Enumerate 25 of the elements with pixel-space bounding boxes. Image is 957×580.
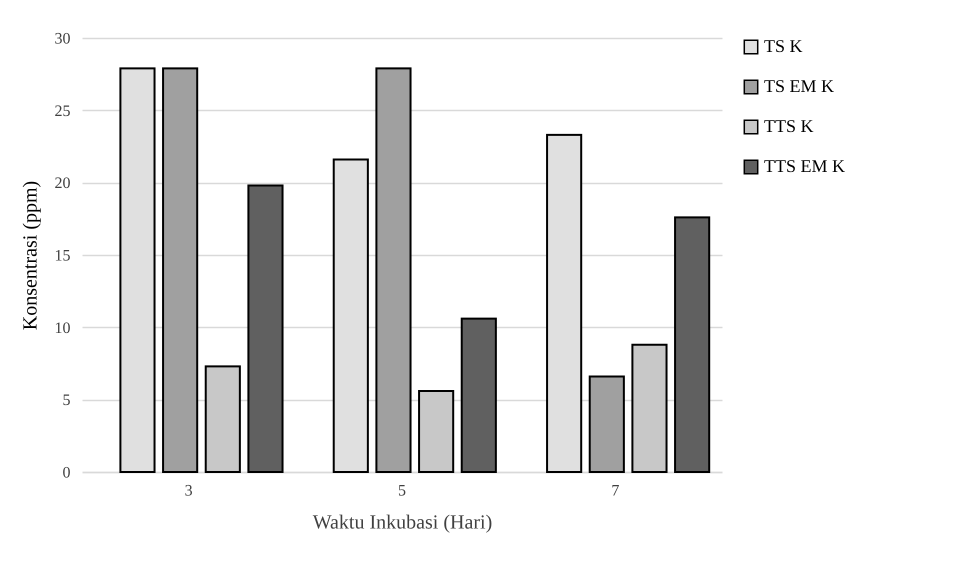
x-tick-label: 5: [398, 482, 406, 500]
bar: [375, 67, 412, 473]
y-tick-label: 25: [54, 102, 70, 120]
y-axis-title: Konsentrasi (ppm): [20, 180, 42, 330]
bar: [418, 390, 454, 473]
bar: [204, 365, 241, 473]
y-tick-label: 30: [54, 30, 70, 48]
y-tick-label: 10: [54, 320, 70, 337]
bar: [247, 184, 284, 473]
bar: [631, 344, 668, 473]
y-tick-label: 5: [62, 392, 70, 410]
legend-label: TTS EM K: [764, 156, 845, 176]
y-tick-label: 15: [54, 248, 70, 264]
bar: [588, 376, 625, 473]
x-tick-label: 3: [184, 482, 193, 500]
x-tick-label: 7: [611, 482, 620, 500]
bar: [460, 318, 497, 473]
y-tick-label: 20: [54, 175, 70, 192]
y-tick-label: 0: [62, 464, 70, 482]
legend-label: TTS K: [764, 116, 814, 136]
bar: [674, 216, 710, 473]
legend-label: TS EM K: [764, 76, 834, 96]
legend-label: TS K: [764, 36, 803, 56]
x-axis-title: Waktu Inkubasi (Hari): [312, 512, 492, 534]
bar: [162, 67, 198, 473]
